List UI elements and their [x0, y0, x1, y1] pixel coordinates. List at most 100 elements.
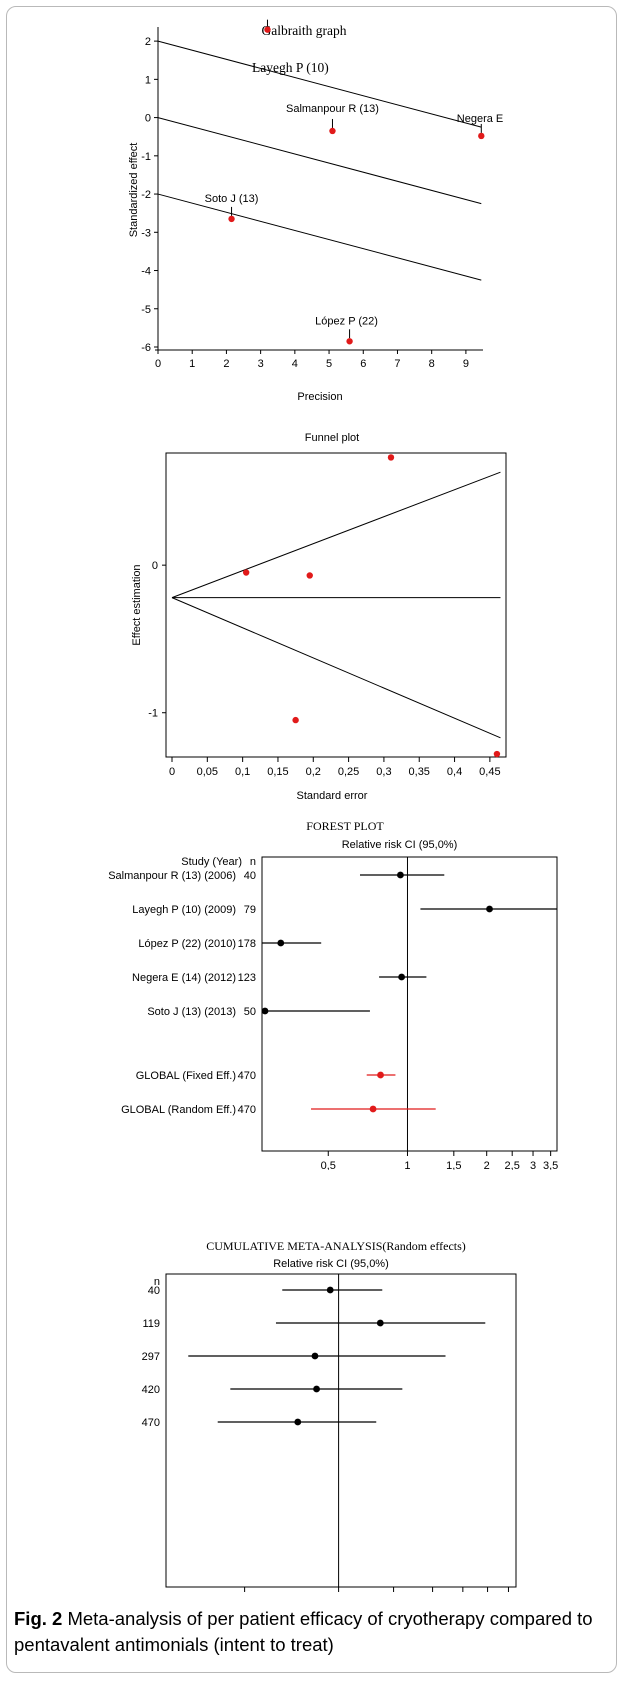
row-label: Negera E (14) (2012): [132, 972, 236, 984]
y-tick-label: 2: [145, 36, 151, 48]
x-tick-label: 0,35: [409, 766, 430, 778]
plot-frame: [261, 856, 558, 1152]
row-n: 79: [244, 904, 256, 916]
header-n: n: [250, 856, 256, 868]
data-point: [329, 127, 336, 135]
funnel-plot: Funnel plot -1 0 0 0,05 0,1 0,15 0,2 0,25 0,3 0,35…: [131, 432, 507, 802]
chart-subtitle: Relative risk CI (95,0%): [342, 839, 458, 851]
point-label: López P (22): [315, 315, 378, 327]
data-point: [306, 572, 313, 579]
x-tick-label: 3: [258, 358, 264, 370]
x-tick-label: 0,45: [479, 766, 500, 778]
row-n: 420: [142, 1384, 160, 1396]
x-tick-label: 1: [404, 1160, 410, 1170]
x-tick-label: 0,5: [321, 1160, 336, 1170]
point-estimate: [261, 1007, 269, 1015]
chart-title: FOREST PLOT: [306, 819, 384, 833]
x-tick-label: 5: [326, 358, 332, 370]
y-tick-label: -2: [141, 189, 151, 201]
row-label: GLOBAL (Random Eff.): [121, 1104, 236, 1116]
row-n: 297: [142, 1351, 160, 1363]
chart-title: Galbraith graph: [261, 23, 346, 38]
row-label: GLOBAL (Fixed Eff.): [136, 1070, 236, 1082]
x-tick-label: 4: [292, 358, 298, 370]
row-label: Soto J (13) (2013): [147, 1006, 236, 1018]
point-label: Negera E: [457, 113, 503, 125]
figure-frame: [6, 6, 617, 1673]
x-tick-label: 1,5: [446, 1160, 461, 1170]
x-tick-label: 0,15: [267, 766, 288, 778]
figure-caption: Fig. 2 Meta-analysis of per patient effi…: [14, 1606, 614, 1658]
point-estimate: [398, 973, 406, 981]
row-label: Layegh P (10) (2009): [132, 904, 236, 916]
x-tick-label: 3: [530, 1160, 536, 1170]
x-tick-label: 0,2: [306, 766, 321, 778]
x-tick-label: 3,5: [543, 1160, 558, 1170]
row-n: 40: [244, 870, 256, 882]
plot-frame: [165, 452, 507, 758]
x-tick-label: 2: [223, 358, 229, 370]
row-n: 470: [142, 1417, 160, 1429]
point-estimate: [486, 905, 493, 913]
funnel-line: [171, 597, 501, 739]
point-estimate: [377, 1071, 384, 1079]
x-tick-label: 8: [429, 358, 435, 370]
row-label: Salmanpour R (13) (2006): [108, 870, 236, 882]
y-axis-label: Effect estimation: [131, 564, 143, 645]
data-point: [493, 750, 501, 758]
funnel-line: [171, 471, 501, 599]
data-point: [264, 26, 271, 33]
point-estimate: [397, 871, 404, 879]
y-tick-label: -3: [141, 227, 151, 239]
chart-subtitle: Relative risk CI (95,0%): [273, 1258, 389, 1270]
x-tick-label: 9: [463, 358, 469, 370]
y-tick-label: -4: [141, 266, 151, 278]
point-estimate: [311, 1352, 319, 1360]
y-axis-label: Standardized effect: [128, 143, 140, 238]
header-n: n: [154, 1276, 160, 1288]
y-tick-label: -6: [141, 342, 151, 354]
point-estimate: [294, 1418, 302, 1426]
chart-title: Funnel plot: [305, 432, 359, 444]
y-tick-label: -1: [141, 151, 151, 163]
row-n: 40: [148, 1285, 160, 1297]
x-tick-label: 2: [484, 1160, 490, 1170]
data-point: [478, 132, 485, 140]
x-tick-label: 0,3: [376, 766, 391, 778]
x-axis-label: Precision: [297, 391, 342, 403]
row-n: 123: [238, 972, 256, 984]
data-point: [346, 338, 353, 345]
x-tick-label: 0,4: [447, 766, 462, 778]
row-n: 470: [238, 1104, 256, 1116]
x-tick-label: 0: [155, 358, 161, 370]
point-estimate: [313, 1385, 320, 1393]
data-point: [387, 454, 395, 461]
point-estimate: [326, 1286, 334, 1294]
x-tick-label: 7: [394, 358, 400, 370]
x-axis-label: Standard error: [297, 790, 368, 802]
data-point: [292, 716, 299, 724]
x-tick-label: 6: [360, 358, 366, 370]
data-point: [228, 215, 235, 223]
point-label: Soto J (13): [205, 193, 259, 205]
y-tick-label: -1: [148, 708, 158, 720]
chart-title: CUMULATIVE META-ANALYSIS(Random effects): [206, 1239, 466, 1253]
point-estimate: [369, 1105, 377, 1113]
x-tick-label: 2,5: [505, 1160, 520, 1170]
x-tick-label: 0,05: [197, 766, 218, 778]
confidence-line: [157, 117, 482, 205]
caption-text: Meta-analysis of per patient efficacy of…: [14, 1608, 593, 1655]
point-estimate: [277, 939, 285, 947]
forest-plot: FOREST PLOT Relative risk CI (95,0%) 0,5 1 1…: [108, 819, 558, 1170]
galbraith-graph: Galbraith graph -6 -5 -4 -3 -2 -1 0 1 2 0 1 2 3 4 5 6 7 8 9…: [128, 19, 503, 403]
row-label: López P (22) (2010): [138, 938, 236, 950]
header-study: Study (Year): [181, 856, 242, 868]
row-n: 470: [238, 1070, 256, 1082]
plot-frame: [165, 1273, 517, 1588]
x-tick-label: 0,1: [235, 766, 250, 778]
row-n: 50: [244, 1006, 256, 1018]
confidence-line: [157, 40, 482, 128]
point-label: Salmanpour R (13): [286, 103, 379, 115]
cumulative-meta-analysis: CUMULATIVE META-ANALYSIS(Random effects)…: [142, 1239, 517, 1592]
y-tick-label: 0: [152, 560, 158, 572]
